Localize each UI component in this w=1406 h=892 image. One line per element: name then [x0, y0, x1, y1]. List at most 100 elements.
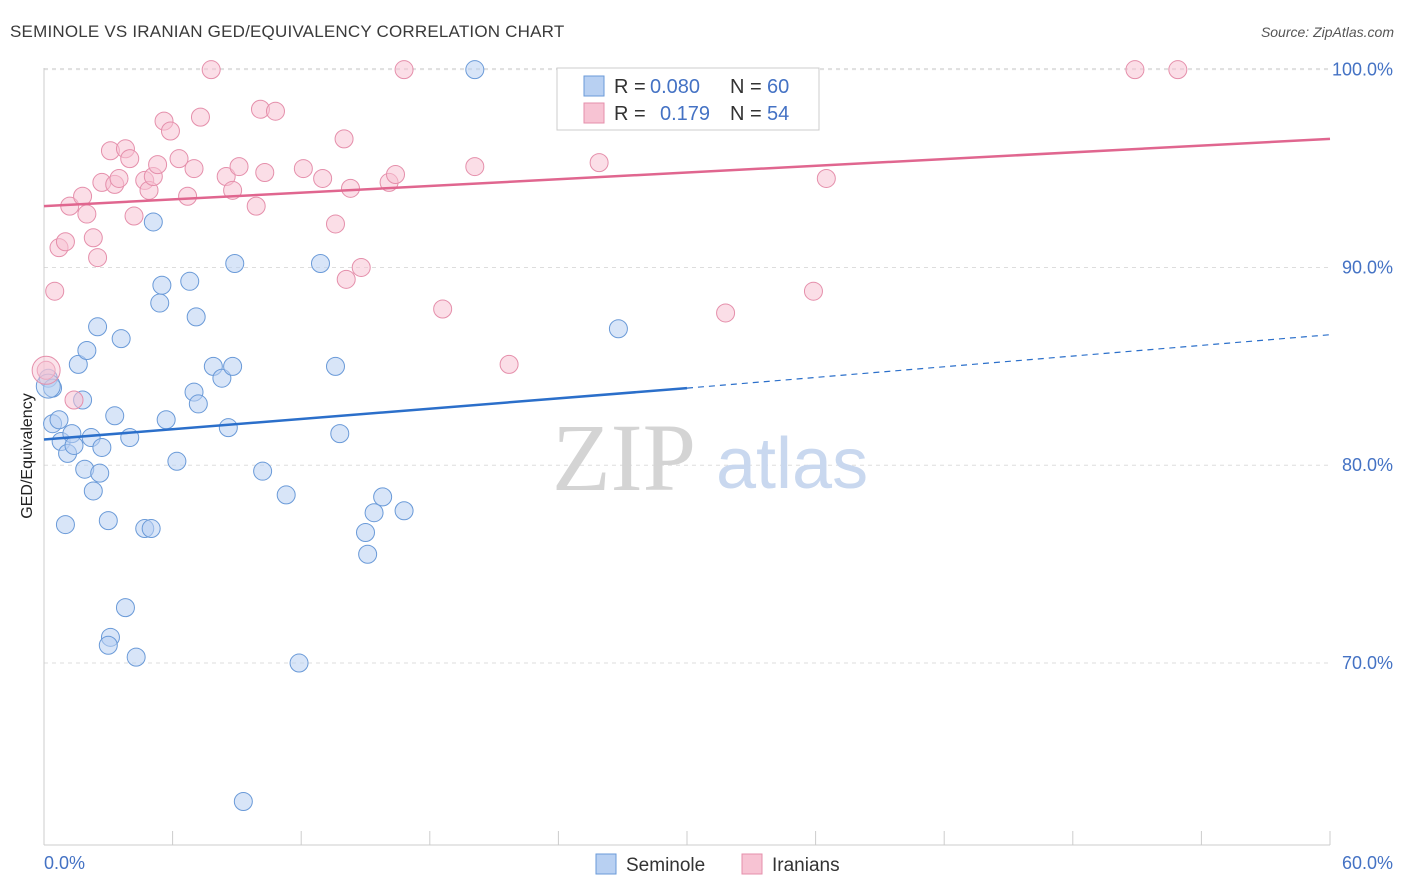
iranians-point [160, 121, 180, 141]
seminole-point [276, 485, 296, 505]
iranians-point [190, 107, 210, 127]
seminole-point [465, 60, 485, 80]
iranians-point [716, 303, 736, 323]
iranians-point [589, 153, 609, 173]
y-tick-label: 80.0% [1342, 455, 1393, 475]
seminole-point [188, 394, 208, 414]
seminole-points [35, 60, 628, 811]
seminole-point [225, 254, 245, 274]
iranians-point [148, 155, 168, 175]
iranians-point [340, 178, 360, 198]
series-legend: Seminole Iranians [595, 853, 840, 876]
seminole-trend-extension [686, 334, 1331, 389]
iranians-point [816, 168, 836, 188]
legend-n-label-iranians: N = [730, 103, 762, 125]
seminole-point [310, 254, 330, 274]
iranians-point [1125, 60, 1145, 80]
iranians-point [55, 232, 75, 252]
iranians-point [386, 164, 406, 184]
seminole-point [394, 501, 414, 521]
seminole-point [64, 435, 84, 455]
seminole-point [373, 487, 393, 507]
x-tick-label-min: 0.0% [44, 853, 85, 873]
x-ticks [43, 831, 1331, 845]
iranians-point [265, 101, 285, 121]
iranians-point [334, 129, 354, 149]
iranians-point [83, 228, 103, 248]
seminole-point [141, 519, 161, 539]
legend-swatch-seminole [583, 75, 605, 97]
iranians-point [336, 269, 356, 289]
seminole-point [98, 635, 118, 655]
iranians-point [394, 60, 414, 80]
iranians-point [45, 281, 65, 301]
correlation-legend: R = 0.080 N = 60 R = 0.179 N = 54 [556, 67, 820, 131]
seminole-point [126, 647, 146, 667]
legend-r-value-iranians: 0.179 [660, 103, 710, 125]
iranians-point [201, 60, 221, 80]
watermark: ZIP atlas [552, 404, 868, 511]
bottom-legend-swatch-iranians [741, 853, 763, 875]
seminole-point [167, 451, 187, 471]
bottom-legend-seminole: Seminole [626, 855, 705, 876]
seminole-point [156, 410, 176, 430]
seminole-point [68, 354, 88, 374]
iranians-point [1168, 60, 1188, 80]
iranians-point [433, 299, 453, 319]
iranians-point [36, 360, 56, 380]
seminole-point [55, 515, 75, 535]
iranians-trend-line [43, 137, 1331, 208]
y-tick-labels: 70.0% 80.0% 90.0% 100.0% [1332, 60, 1393, 673]
seminole-point [186, 307, 206, 327]
seminole-point [253, 461, 273, 481]
seminole-point [88, 317, 108, 337]
seminole-point [356, 522, 375, 542]
legend-n-value-seminole: 60 [767, 76, 789, 98]
seminole-point [218, 418, 238, 438]
y-axis-title: GED/Equivalency [19, 393, 36, 518]
iranians-point [313, 168, 333, 188]
source-label: Source: ZipAtlas.com [1260, 24, 1394, 40]
seminole-point [143, 212, 163, 232]
seminole-point [115, 598, 135, 618]
bottom-legend-swatch-seminole [595, 853, 617, 875]
iranians-point [120, 149, 140, 169]
watermark-zip: ZIP [552, 404, 696, 511]
trend-lines [43, 137, 1331, 441]
seminole-trend-line [43, 386, 688, 441]
y-tick-label: 90.0% [1342, 257, 1393, 277]
seminole-point [223, 356, 243, 376]
legend-n-value-iranians: 54 [767, 103, 789, 125]
iranians-point [64, 390, 84, 410]
seminole-point [77, 341, 97, 361]
seminole-point [111, 329, 131, 349]
seminole-point [49, 410, 69, 430]
seminole-point [330, 424, 350, 444]
iranians-point [246, 196, 266, 216]
iranians-point [255, 163, 275, 183]
legend-swatch-iranians [583, 102, 605, 124]
iranians-points [31, 60, 1188, 410]
legend-r-value-seminole: 0.080 [650, 76, 700, 98]
iranians-point [184, 159, 204, 179]
iranians-point [124, 206, 144, 226]
seminole-point [150, 293, 170, 313]
seminole-point [92, 437, 112, 457]
legend-n-label-seminole: N = [730, 76, 762, 98]
iranians-point [803, 281, 823, 301]
chart-title: SEMINOLE VS IRANIAN GED/EQUIVALENCY CORR… [10, 22, 565, 41]
y-tick-label: 100.0% [1332, 60, 1393, 80]
legend-r-label-iranians: R = [614, 103, 646, 125]
iranians-point [178, 186, 198, 206]
iranians-point-large [31, 355, 61, 385]
seminole-point [358, 544, 378, 564]
iranians-point [77, 204, 97, 224]
seminole-point [152, 275, 172, 295]
iranians-point [88, 248, 108, 268]
watermark-atlas: atlas [716, 424, 868, 504]
iranians-point [109, 168, 129, 188]
iranians-point [499, 354, 519, 374]
seminole-point [364, 503, 384, 523]
iranians-point [169, 149, 189, 169]
